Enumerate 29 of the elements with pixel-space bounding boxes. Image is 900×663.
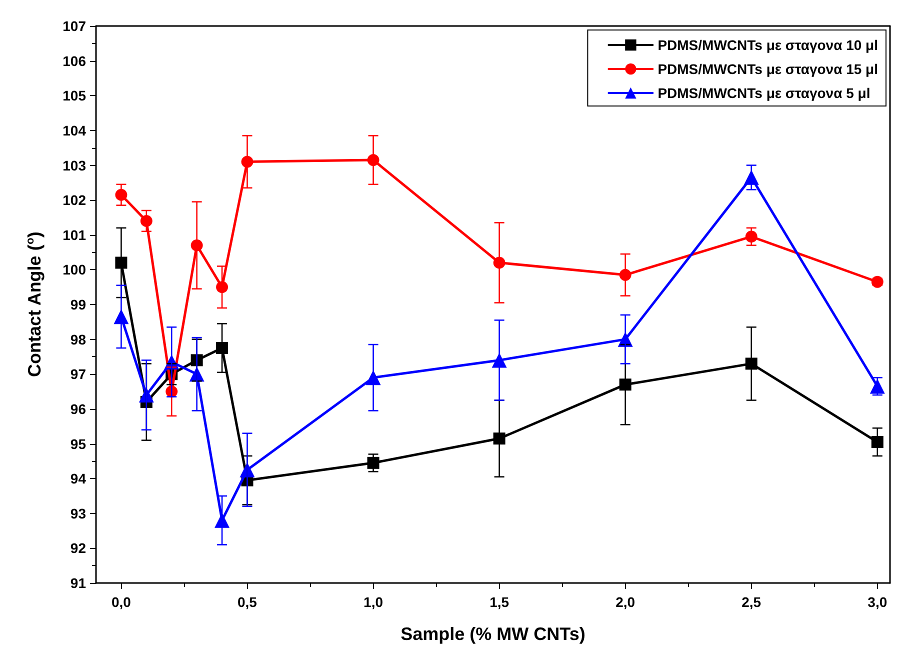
y-tick-label: 94 xyxy=(70,470,86,487)
y-tick-label: 101 xyxy=(62,226,86,243)
x-tick-label: 1,0 xyxy=(364,594,384,610)
y-tick-label: 100 xyxy=(62,262,86,278)
legend-label: PDMS/MWCNTs με σταγονα 10 μl xyxy=(658,37,878,53)
y-axis-title: Contact Angle (o) xyxy=(24,232,44,378)
legend-label: PDMS/MWCNTs με σταγονα 15 μl xyxy=(658,61,878,77)
y-tick-label: 93 xyxy=(70,505,86,522)
x-tick-label: 1,5 xyxy=(490,594,510,610)
y-tick-label: 107 xyxy=(62,18,86,34)
x-tick-label: 0,5 xyxy=(238,594,258,610)
y-tick-label: 105 xyxy=(62,88,86,104)
x-tick-label: 2,5 xyxy=(742,594,762,610)
y-tick-label: 91 xyxy=(70,575,86,591)
x-axis-title: Sample (% MW CNTs) xyxy=(400,624,586,644)
x-tick-label: 3,0 xyxy=(868,594,888,610)
y-tick-label: 92 xyxy=(70,540,86,556)
legend-label: PDMS/MWCNTs με σταγονα 5 μl xyxy=(658,85,870,101)
y-tick-label: 95 xyxy=(70,436,86,452)
y-tick-label: 98 xyxy=(70,331,86,348)
x-tick-label: 0,0 xyxy=(111,594,132,610)
y-tick-label: 102 xyxy=(62,192,86,208)
y-tick-label: 106 xyxy=(62,52,86,69)
y-tick-label: 97 xyxy=(70,366,86,382)
y-tick-label: 104 xyxy=(62,122,86,138)
y-tick-label: 103 xyxy=(62,157,86,174)
y-tick-label: 96 xyxy=(70,400,86,417)
x-tick-label: 2,0 xyxy=(616,594,636,610)
y-tick-label: 99 xyxy=(70,296,86,312)
